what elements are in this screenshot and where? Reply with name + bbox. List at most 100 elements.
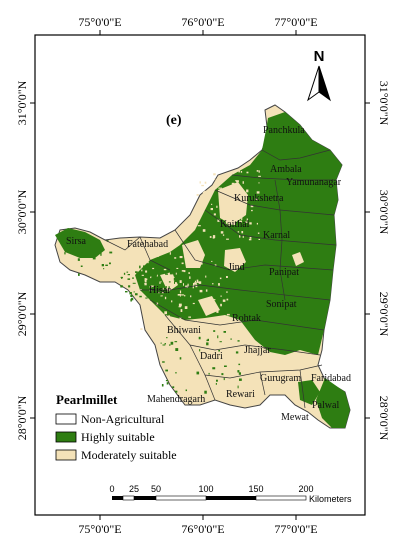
speckle xyxy=(123,272,126,275)
speckle xyxy=(193,282,195,286)
speckle xyxy=(220,187,222,191)
speckle xyxy=(214,309,217,312)
speckle xyxy=(188,316,191,318)
speckle xyxy=(226,238,229,240)
speckle xyxy=(226,291,228,293)
speckle xyxy=(213,173,216,176)
speckle xyxy=(219,325,222,329)
speckle xyxy=(245,221,248,223)
speckle xyxy=(142,295,145,298)
right-axis-label-0: 31°0'0"N xyxy=(377,81,391,126)
speckle xyxy=(174,281,175,284)
speckle xyxy=(205,275,207,278)
speckle xyxy=(160,282,164,285)
speckle xyxy=(235,180,237,182)
speckle xyxy=(226,276,228,278)
district-boundaries xyxy=(104,149,337,409)
speckle xyxy=(139,295,142,298)
speckle xyxy=(236,215,238,219)
speckle xyxy=(220,303,222,307)
speckle xyxy=(163,268,167,271)
speckle xyxy=(127,274,130,276)
speckle xyxy=(228,198,231,202)
speckle xyxy=(160,342,162,344)
speckle xyxy=(179,280,182,283)
speckle xyxy=(230,338,232,340)
left-axis-label-1: 30°0'0"N xyxy=(15,189,29,234)
speckle xyxy=(210,208,213,211)
speckle xyxy=(199,256,202,258)
speckle xyxy=(256,191,260,194)
district-label-sirsa: Sirsa xyxy=(66,236,87,247)
speckle xyxy=(237,231,240,233)
legend-swatch-moderately-suitable xyxy=(55,449,77,461)
speckle xyxy=(249,222,252,225)
speckle xyxy=(60,241,63,244)
speckle xyxy=(222,178,225,181)
speckle xyxy=(169,252,171,255)
speckle xyxy=(204,390,207,394)
speckle xyxy=(181,327,185,330)
north-arrow-icon: N xyxy=(307,48,331,102)
speckle xyxy=(73,249,75,253)
speckle xyxy=(166,382,169,385)
speckle xyxy=(175,348,179,351)
speckle xyxy=(181,294,184,296)
speckle xyxy=(204,181,207,184)
speckle xyxy=(169,293,171,295)
speckle xyxy=(196,194,199,196)
speckle xyxy=(105,264,108,266)
speckle xyxy=(197,225,201,227)
speckle xyxy=(139,265,141,269)
speckle xyxy=(109,262,111,265)
speckle xyxy=(148,274,151,277)
speckle xyxy=(160,295,163,297)
speckle xyxy=(101,264,104,267)
speckle xyxy=(237,340,240,342)
graticule-ticks xyxy=(30,30,370,520)
speckle xyxy=(198,281,202,284)
speckle xyxy=(148,296,152,298)
speckle xyxy=(145,270,148,273)
speckle xyxy=(222,299,226,302)
speckle xyxy=(200,262,203,265)
right-axis-label-1: 30°0'0"N xyxy=(377,190,391,235)
speckle xyxy=(212,237,215,239)
speckle xyxy=(147,261,149,264)
speckle xyxy=(120,285,123,288)
speckle xyxy=(140,289,142,290)
speckle xyxy=(164,343,166,345)
district-label-rohtak: Rohtak xyxy=(232,313,261,324)
speckle xyxy=(183,283,184,286)
speckle xyxy=(155,297,157,301)
speckle xyxy=(145,273,147,275)
speckle xyxy=(219,341,222,343)
speckle xyxy=(187,325,189,328)
speckle xyxy=(165,273,168,275)
speckle xyxy=(211,260,213,262)
speckle xyxy=(135,293,138,296)
speckle xyxy=(170,291,172,293)
speckle xyxy=(174,323,177,327)
speckle xyxy=(135,271,138,273)
scale-tick-0: 0 xyxy=(109,484,114,494)
speckle xyxy=(238,190,242,193)
speckle xyxy=(189,276,191,279)
top-axis-label-1: 76°0'0"E xyxy=(181,15,224,29)
speckle xyxy=(179,317,182,319)
speckle xyxy=(218,187,220,189)
speckle xyxy=(231,190,235,194)
speckle xyxy=(148,272,150,276)
speckle xyxy=(199,262,202,264)
speckle xyxy=(77,258,80,261)
speckle xyxy=(165,369,168,372)
speckle xyxy=(232,222,236,225)
speckle xyxy=(250,205,254,208)
speckle xyxy=(204,301,206,303)
speckle xyxy=(162,361,165,363)
speckle xyxy=(174,341,178,343)
speckle xyxy=(221,373,224,376)
speckle xyxy=(125,291,128,293)
speckle xyxy=(141,274,144,276)
speckle xyxy=(237,370,240,373)
